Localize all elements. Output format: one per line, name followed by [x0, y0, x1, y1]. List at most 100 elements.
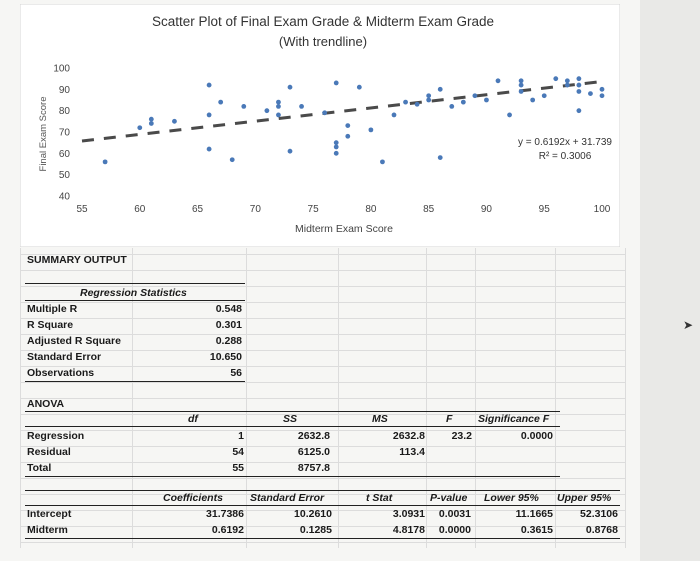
data-point	[137, 125, 143, 131]
data-point	[299, 104, 304, 109]
divider	[25, 283, 245, 284]
data-point	[276, 104, 281, 109]
stat-value: 0.548	[215, 303, 242, 315]
data-point	[414, 101, 420, 107]
x-tick-label: 100	[594, 204, 611, 215]
data-point	[102, 159, 108, 165]
data-point	[368, 127, 374, 133]
y-tick-label: 90	[59, 85, 71, 96]
grid-row-line	[20, 414, 625, 415]
grid-row-line	[20, 494, 625, 495]
data-point	[276, 99, 281, 105]
grid-row-line	[20, 254, 625, 255]
x-tick-label: 65	[192, 204, 204, 215]
x-tick-label: 60	[134, 204, 146, 215]
scatter-chart[interactable]: Scatter Plot of Final Exam Grade & Midte…	[20, 4, 620, 247]
coef-header-coefficients: Coefficients	[163, 492, 223, 504]
grid-column-line	[555, 248, 556, 548]
stat-label: Adjusted R Square	[27, 335, 121, 347]
stat-value: 56	[230, 367, 242, 379]
trend-equation: y = 0.6192x + 31.739	[518, 137, 612, 148]
grid-row-line	[20, 446, 625, 447]
anova-header-ms: MS	[372, 413, 388, 425]
y-tick-label: 70	[59, 128, 71, 139]
anova-ss: 2632.8	[297, 430, 330, 442]
divider	[25, 411, 560, 412]
stat-label: Multiple R	[27, 303, 78, 315]
data-point	[530, 97, 536, 103]
data-point	[276, 112, 281, 118]
data-point	[576, 108, 582, 114]
anova-ms: 113.4	[399, 446, 425, 458]
stat-value: 0.288	[215, 335, 242, 347]
data-point	[564, 82, 570, 88]
data-point	[333, 150, 339, 156]
data-point	[564, 78, 570, 84]
divider	[25, 490, 620, 491]
data-point	[518, 89, 524, 94]
data-point	[403, 99, 408, 105]
stat-value: 0.301	[215, 319, 242, 331]
data-point	[172, 118, 177, 124]
data-point	[345, 123, 351, 128]
summary-output-title: SUMMARY OUTPUT	[27, 254, 127, 266]
x-tick-label: 55	[76, 204, 88, 215]
x-tick-label: 85	[423, 204, 435, 215]
grid-row-line	[20, 430, 625, 431]
grid-row-line	[20, 462, 625, 463]
r-squared-label: R² = 0.3006	[539, 151, 592, 162]
anova-row-label: Regression	[27, 430, 85, 442]
anova-df: 1	[238, 430, 244, 442]
chart-title: Scatter Plot of Final Exam Grade & Midte…	[152, 14, 494, 29]
anova-df: 55	[232, 462, 244, 474]
mouse-cursor-icon: ➤	[683, 318, 694, 332]
grid-row-line	[20, 270, 625, 271]
grid-row-line	[20, 478, 625, 479]
regression-statistics-header: Regression Statistics	[80, 287, 187, 299]
data-point	[148, 121, 154, 126]
divider	[25, 381, 245, 382]
divider	[25, 300, 245, 301]
divider	[25, 476, 560, 477]
data-point	[380, 159, 385, 165]
data-points	[102, 76, 605, 165]
y-tick-label: 100	[53, 64, 70, 75]
chart-subtitle: (With trendline)	[279, 34, 367, 49]
grid-row-line	[20, 382, 625, 383]
tick-labels: 55 60 65 70 75 80 85 90 95 100 40 50 60 70 80 90 100	[53, 64, 610, 216]
x-axis-label: Midterm Exam Score	[295, 223, 393, 235]
data-point	[229, 157, 235, 163]
grid-row-line	[20, 334, 625, 335]
grid-column-line	[246, 248, 247, 548]
coef-header-t-stat: t Stat	[366, 492, 393, 504]
anova-header-significance: Significance F	[478, 413, 550, 425]
data-point	[518, 78, 524, 84]
anova-ss: 6125.0	[297, 446, 330, 458]
x-tick-label: 90	[481, 204, 493, 215]
data-point	[148, 116, 154, 122]
data-point	[588, 91, 593, 96]
grid-column-line	[20, 248, 21, 548]
anova-header-f: F	[446, 413, 453, 425]
coef-lower-95: 11.1665	[515, 508, 553, 520]
chart-area	[20, 4, 620, 247]
data-point	[264, 108, 270, 114]
anova-row-label: Residual	[27, 446, 71, 458]
data-point	[576, 82, 582, 88]
coef-upper-95: 52.3106	[580, 508, 618, 520]
divider	[25, 505, 620, 506]
coef-value: 0.6192	[211, 524, 244, 536]
x-tick-label: 75	[308, 204, 320, 215]
y-tick-label: 50	[59, 170, 71, 181]
anova-df: 54	[232, 446, 244, 458]
x-tick-label: 80	[365, 204, 377, 215]
data-point	[322, 110, 328, 116]
anova-title: ANOVA	[27, 398, 65, 410]
coef-standard-error: 0.1285	[299, 524, 332, 536]
data-point	[333, 80, 339, 86]
data-point	[472, 93, 478, 99]
anova-ss: 8757.8	[297, 462, 330, 474]
stat-label: Observations	[27, 367, 95, 379]
stat-value: 10.650	[209, 351, 242, 363]
data-point	[449, 104, 455, 109]
